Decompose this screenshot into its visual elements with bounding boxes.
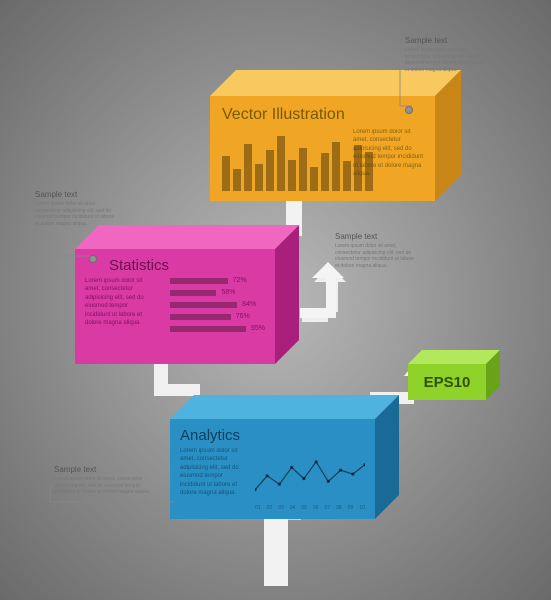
box-title: Analytics (180, 427, 365, 444)
callout-title: Sample text (35, 190, 115, 199)
callout-bottom: Sample text Lorem ipsum dolor sit amet, … (54, 465, 154, 496)
bar-chart (222, 136, 373, 191)
box-statistics: Statistics Lorem ipsum dolor sit amet, c… (75, 225, 299, 364)
callout-text: Lorem ipsum dolor sit amet, consectetur … (54, 476, 154, 496)
box-title: Statistics (109, 257, 265, 274)
callout-title: Sample text (335, 232, 415, 241)
box-body: Lorem ipsum dolor sit amet, consectetur … (353, 128, 425, 178)
box-analytics: Analytics Lorem ipsum dolor sit amet, co… (170, 395, 399, 519)
callout-text: Lorem ipsum dolor sit amet, consectetur … (405, 47, 485, 73)
arrow-to-mid-callout (300, 262, 350, 332)
box-body: Lorem ipsum dolor sit amet, consectetur … (180, 447, 244, 497)
box-body: Lorem ipsum dolor sit amet, consectetur … (85, 277, 155, 327)
callout-left: Sample text Lorem ipsum dolor sit amet, … (35, 190, 115, 227)
box-title: EPS10 (424, 374, 471, 391)
box-eps10: EPS10 (408, 350, 500, 400)
hbar-chart: 72%58%84%76%95% (170, 277, 265, 332)
callout-top: Sample text Lorem ipsum dolor sit amet, … (405, 36, 485, 73)
x-ticks: 01020304050607080910 (255, 505, 365, 511)
callout-title: Sample text (405, 36, 485, 45)
box-title: Vector Illustration (222, 106, 423, 124)
callout-text: Lorem ipsum dolor sit amet, consectetur … (335, 243, 415, 269)
line-chart (255, 445, 365, 501)
callout-mid: Sample text Lorem ipsum dolor sit amet, … (335, 232, 415, 269)
callout-title: Sample text (54, 465, 154, 474)
callout-text: Lorem ipsum dolor sit amet, consectetur … (35, 201, 115, 227)
